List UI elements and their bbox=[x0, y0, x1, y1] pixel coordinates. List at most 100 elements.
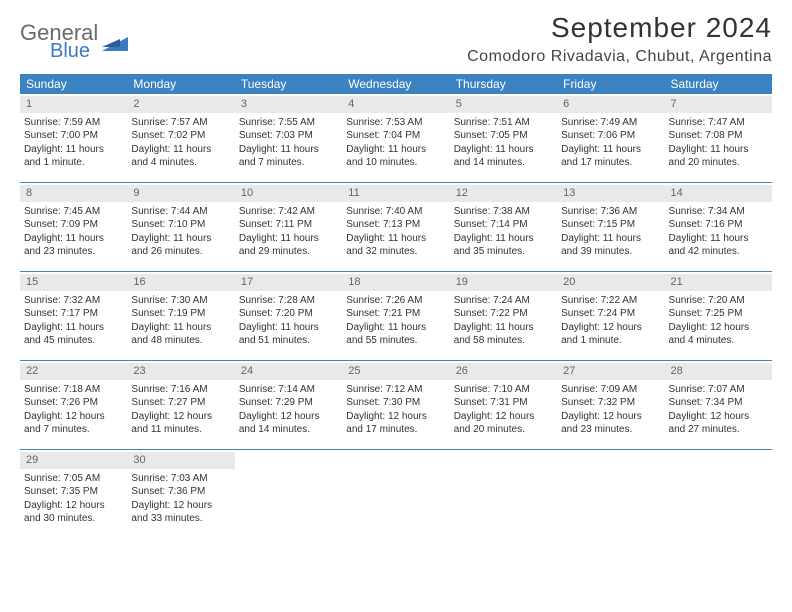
day-sunrise: Sunrise: 7:47 AM bbox=[669, 116, 768, 130]
day-cell: 22Sunrise: 7:18 AMSunset: 7:26 PMDayligh… bbox=[20, 361, 127, 449]
day-day2: and 29 minutes. bbox=[239, 245, 338, 259]
day-sunset: Sunset: 7:26 PM bbox=[24, 396, 123, 410]
day-sunrise: Sunrise: 7:22 AM bbox=[561, 294, 660, 308]
day-day1: Daylight: 12 hours bbox=[131, 499, 230, 513]
day-day1: Daylight: 11 hours bbox=[239, 232, 338, 246]
day-day1: Daylight: 12 hours bbox=[454, 410, 553, 424]
day-day2: and 55 minutes. bbox=[346, 334, 445, 348]
day-sunset: Sunset: 7:05 PM bbox=[454, 129, 553, 143]
day-sunset: Sunset: 7:35 PM bbox=[24, 485, 123, 499]
location-text: Comodoro Rivadavia, Chubut, Argentina bbox=[467, 48, 772, 66]
day-day1: Daylight: 11 hours bbox=[346, 232, 445, 246]
day-day2: and 14 minutes. bbox=[239, 423, 338, 437]
day-day1: Daylight: 12 hours bbox=[669, 321, 768, 335]
day-sunset: Sunset: 7:29 PM bbox=[239, 396, 338, 410]
day-day1: Daylight: 11 hours bbox=[346, 321, 445, 335]
day-day2: and 7 minutes. bbox=[24, 423, 123, 437]
day-sunrise: Sunrise: 7:59 AM bbox=[24, 116, 123, 130]
day-sunrise: Sunrise: 7:24 AM bbox=[454, 294, 553, 308]
day-day1: Daylight: 11 hours bbox=[669, 232, 768, 246]
day-sunrise: Sunrise: 7:28 AM bbox=[239, 294, 338, 308]
day-sunrise: Sunrise: 7:44 AM bbox=[131, 205, 230, 219]
day-day1: Daylight: 11 hours bbox=[24, 143, 123, 157]
day-number: 14 bbox=[665, 185, 772, 202]
day-day1: Daylight: 11 hours bbox=[239, 321, 338, 335]
day-sunrise: Sunrise: 7:57 AM bbox=[131, 116, 230, 130]
week-row: 15Sunrise: 7:32 AMSunset: 7:17 PMDayligh… bbox=[20, 272, 772, 361]
day-cell: 25Sunrise: 7:12 AMSunset: 7:30 PMDayligh… bbox=[342, 361, 449, 449]
day-sunset: Sunset: 7:13 PM bbox=[346, 218, 445, 232]
day-cell: 6Sunrise: 7:49 AMSunset: 7:06 PMDaylight… bbox=[557, 94, 664, 182]
calendar: SundayMondayTuesdayWednesdayThursdayFrid… bbox=[20, 74, 772, 538]
day-number: 7 bbox=[665, 96, 772, 113]
day-sunrise: Sunrise: 7:30 AM bbox=[131, 294, 230, 308]
day-sunrise: Sunrise: 7:18 AM bbox=[24, 383, 123, 397]
day-cell: 3Sunrise: 7:55 AMSunset: 7:03 PMDaylight… bbox=[235, 94, 342, 182]
day-day1: Daylight: 12 hours bbox=[561, 410, 660, 424]
day-day2: and 11 minutes. bbox=[131, 423, 230, 437]
day-sunrise: Sunrise: 7:45 AM bbox=[24, 205, 123, 219]
day-day1: Daylight: 12 hours bbox=[669, 410, 768, 424]
day-sunrise: Sunrise: 7:09 AM bbox=[561, 383, 660, 397]
day-day2: and 14 minutes. bbox=[454, 156, 553, 170]
day-number: 19 bbox=[450, 274, 557, 291]
day-day2: and 58 minutes. bbox=[454, 334, 553, 348]
day-sunset: Sunset: 7:02 PM bbox=[131, 129, 230, 143]
day-sunrise: Sunrise: 7:53 AM bbox=[346, 116, 445, 130]
day-sunrise: Sunrise: 7:36 AM bbox=[561, 205, 660, 219]
day-cell-empty bbox=[235, 450, 342, 538]
day-number: 5 bbox=[450, 96, 557, 113]
day-day1: Daylight: 12 hours bbox=[561, 321, 660, 335]
day-sunset: Sunset: 7:00 PM bbox=[24, 129, 123, 143]
day-cell: 13Sunrise: 7:36 AMSunset: 7:15 PMDayligh… bbox=[557, 183, 664, 271]
day-day1: Daylight: 11 hours bbox=[454, 232, 553, 246]
day-day1: Daylight: 11 hours bbox=[24, 321, 123, 335]
day-cell: 12Sunrise: 7:38 AMSunset: 7:14 PMDayligh… bbox=[450, 183, 557, 271]
day-day2: and 23 minutes. bbox=[561, 423, 660, 437]
day-sunrise: Sunrise: 7:42 AM bbox=[239, 205, 338, 219]
page-title: September 2024 bbox=[467, 12, 772, 44]
day-day2: and 7 minutes. bbox=[239, 156, 338, 170]
day-sunrise: Sunrise: 7:05 AM bbox=[24, 472, 123, 486]
day-cell: 15Sunrise: 7:32 AMSunset: 7:17 PMDayligh… bbox=[20, 272, 127, 360]
day-sunrise: Sunrise: 7:14 AM bbox=[239, 383, 338, 397]
day-cell: 17Sunrise: 7:28 AMSunset: 7:20 PMDayligh… bbox=[235, 272, 342, 360]
day-day2: and 33 minutes. bbox=[131, 512, 230, 526]
day-day2: and 20 minutes. bbox=[454, 423, 553, 437]
day-cell-empty bbox=[557, 450, 664, 538]
day-day1: Daylight: 11 hours bbox=[24, 232, 123, 246]
day-cell: 24Sunrise: 7:14 AMSunset: 7:29 PMDayligh… bbox=[235, 361, 342, 449]
day-day1: Daylight: 12 hours bbox=[24, 410, 123, 424]
day-sunset: Sunset: 7:16 PM bbox=[669, 218, 768, 232]
day-number: 27 bbox=[557, 363, 664, 380]
day-sunset: Sunset: 7:25 PM bbox=[669, 307, 768, 321]
day-number: 18 bbox=[342, 274, 449, 291]
day-sunrise: Sunrise: 7:32 AM bbox=[24, 294, 123, 308]
day-cell: 10Sunrise: 7:42 AMSunset: 7:11 PMDayligh… bbox=[235, 183, 342, 271]
day-day2: and 45 minutes. bbox=[24, 334, 123, 348]
day-cell-empty bbox=[342, 450, 449, 538]
brand-triangle-icon bbox=[102, 33, 128, 51]
day-cell: 29Sunrise: 7:05 AMSunset: 7:35 PMDayligh… bbox=[20, 450, 127, 538]
day-sunset: Sunset: 7:17 PM bbox=[24, 307, 123, 321]
day-sunset: Sunset: 7:27 PM bbox=[131, 396, 230, 410]
brand-text: General Blue bbox=[20, 20, 98, 63]
day-sunset: Sunset: 7:30 PM bbox=[346, 396, 445, 410]
day-day1: Daylight: 12 hours bbox=[24, 499, 123, 513]
day-number: 16 bbox=[127, 274, 234, 291]
day-day1: Daylight: 11 hours bbox=[131, 143, 230, 157]
day-cell: 14Sunrise: 7:34 AMSunset: 7:16 PMDayligh… bbox=[665, 183, 772, 271]
day-day2: and 20 minutes. bbox=[669, 156, 768, 170]
day-sunset: Sunset: 7:21 PM bbox=[346, 307, 445, 321]
day-number: 21 bbox=[665, 274, 772, 291]
day-sunrise: Sunrise: 7:26 AM bbox=[346, 294, 445, 308]
day-day1: Daylight: 11 hours bbox=[454, 143, 553, 157]
day-cell-empty bbox=[665, 450, 772, 538]
day-cell: 27Sunrise: 7:09 AMSunset: 7:32 PMDayligh… bbox=[557, 361, 664, 449]
day-header-cell: Friday bbox=[557, 74, 664, 94]
day-day1: Daylight: 12 hours bbox=[346, 410, 445, 424]
day-number: 9 bbox=[127, 185, 234, 202]
day-cell: 20Sunrise: 7:22 AMSunset: 7:24 PMDayligh… bbox=[557, 272, 664, 360]
day-day2: and 4 minutes. bbox=[669, 334, 768, 348]
day-day2: and 30 minutes. bbox=[24, 512, 123, 526]
